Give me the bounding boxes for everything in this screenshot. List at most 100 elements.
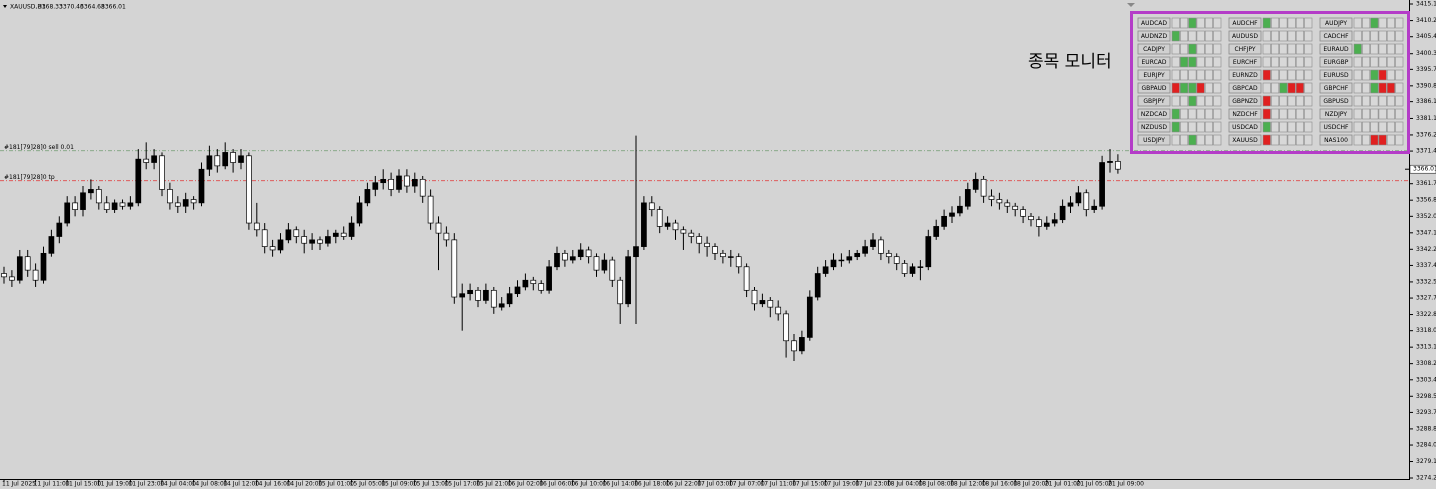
symbol-label[interactable]: USDCHF	[1324, 124, 1350, 131]
candle-body	[1028, 215, 1034, 221]
signal-cell	[1279, 121, 1288, 133]
symbol-label[interactable]: EURCHF	[1233, 59, 1258, 66]
y-tick-label: 3381.10	[1416, 115, 1436, 122]
symbol-button[interactable]	[1319, 56, 1353, 68]
symbol-button[interactable]	[1319, 69, 1353, 81]
symbol-button[interactable]	[1228, 134, 1262, 146]
candle-body	[735, 256, 742, 268]
symbol-label[interactable]: EURGBP	[1324, 59, 1349, 66]
symbol-label[interactable]: NZDCAD	[1141, 111, 1168, 118]
symbol-label[interactable]: NZDJPY	[1325, 111, 1347, 118]
x-tick-label: 15 Jul 17:00	[444, 481, 480, 488]
symbol-label[interactable]: GBPNZD	[1232, 98, 1258, 105]
symbol-label[interactable]: GBPCHF	[1324, 85, 1349, 92]
symbol-label[interactable]: EURCAD	[1142, 59, 1167, 66]
signal-cell	[1362, 56, 1371, 68]
symbol-button[interactable]	[1137, 17, 1171, 29]
symbol-button[interactable]	[1228, 82, 1262, 94]
signal-cell	[1188, 82, 1197, 94]
candle-body	[253, 222, 260, 231]
symbol-label[interactable]: GBPUSD	[1323, 98, 1349, 105]
symbol-label[interactable]: GBPCAD	[1232, 85, 1258, 92]
candle-body	[554, 252, 560, 268]
x-tick-label: 15 Jul 05:00	[350, 481, 386, 488]
symbol-label[interactable]: XAUUSD	[1232, 137, 1258, 144]
order-line-label: #181[79]28]0 sell 0.01	[4, 144, 74, 151]
signal-cell	[1287, 69, 1296, 81]
candle-body	[48, 236, 55, 254]
symbol-button[interactable]	[1319, 82, 1353, 94]
signal-cell	[1196, 121, 1205, 133]
symbol-label[interactable]: AUDNZD	[1141, 33, 1168, 40]
signal-cell	[1353, 108, 1362, 120]
symbol-button[interactable]	[1319, 134, 1353, 146]
signal-cell	[1304, 134, 1313, 146]
symbol-label[interactable]: CHFJPY	[1234, 46, 1255, 53]
menu-arrow	[3, 5, 7, 8]
symbol-label[interactable]: NZDUSD	[1141, 124, 1167, 131]
symbol-button[interactable]	[1228, 69, 1262, 81]
symbol-label[interactable]: AUDUSD	[1232, 33, 1258, 40]
symbol-button[interactable]	[1319, 17, 1353, 29]
symbol-label[interactable]: CADJPY	[1143, 46, 1165, 53]
candle-body	[680, 229, 687, 234]
signal-cell	[1262, 17, 1271, 29]
symbol-button[interactable]	[1319, 121, 1353, 133]
candle-body	[846, 256, 853, 261]
signal-cell	[1386, 69, 1395, 81]
signal-cell	[1188, 134, 1197, 146]
candle-body	[490, 289, 497, 308]
signal-cell	[1304, 69, 1313, 81]
symbol-button[interactable]	[1228, 56, 1262, 68]
symbol-label[interactable]: EURAUD	[1323, 46, 1349, 53]
header-close: 3366.01	[101, 4, 126, 11]
symbol-label[interactable]: AUDJPY	[1325, 20, 1347, 27]
symbol-label[interactable]: EURJPY	[1143, 72, 1165, 79]
symbol-button[interactable]	[1137, 134, 1171, 146]
symbol-button[interactable]	[1228, 30, 1262, 42]
monitor-title: 종목 모니터	[1028, 52, 1112, 72]
symbol-label[interactable]: GBPJPY	[1143, 98, 1165, 105]
symbol-button[interactable]	[1137, 108, 1171, 120]
symbol-button[interactable]	[1137, 82, 1171, 94]
signal-cell	[1362, 17, 1371, 29]
symbol-button[interactable]	[1228, 108, 1262, 120]
symbol-button[interactable]	[1319, 108, 1353, 120]
y-tick-label: 3342.20	[1416, 246, 1436, 253]
x-tick-label: 21 Jul 09:00	[1108, 481, 1144, 488]
signal-cell	[1196, 108, 1205, 120]
symbol-button[interactable]	[1228, 121, 1262, 133]
signal-cell	[1213, 121, 1222, 133]
symbol-button[interactable]	[1137, 43, 1171, 55]
symbol-label[interactable]: EURNZD	[1232, 72, 1258, 79]
symbol-button[interactable]	[1137, 56, 1171, 68]
y-tick-label: 3400.35	[1416, 50, 1436, 57]
signal-cell	[1213, 108, 1222, 120]
symbol-button[interactable]	[1137, 69, 1171, 81]
symbol-label[interactable]: AUDCHF	[1232, 20, 1258, 27]
symbol-label[interactable]: NZDCHF	[1232, 111, 1258, 118]
symbol-button[interactable]	[1228, 95, 1262, 107]
symbol-button[interactable]	[1137, 30, 1171, 42]
signal-cell	[1180, 30, 1189, 42]
symbol-button[interactable]	[1137, 121, 1171, 133]
candle-body	[988, 195, 995, 200]
symbol-label[interactable]: USDJPY	[1143, 137, 1165, 144]
symbol-button[interactable]	[1319, 30, 1353, 42]
candle-body	[277, 239, 284, 251]
shift-marker	[1127, 3, 1135, 7]
symbol-label[interactable]: EURUSD	[1323, 72, 1349, 79]
signal-cell	[1295, 69, 1304, 81]
symbol-button[interactable]	[1137, 95, 1171, 107]
signal-cell	[1213, 134, 1222, 146]
symbol-label[interactable]: USDCAD	[1232, 124, 1258, 131]
signal-cell	[1362, 108, 1371, 120]
symbol-button[interactable]	[1319, 43, 1353, 55]
symbol-label[interactable]: CADCHF	[1323, 33, 1349, 40]
symbol-button[interactable]	[1228, 43, 1262, 55]
symbol-label[interactable]: GBPAUD	[1141, 85, 1166, 92]
symbol-label[interactable]: NAS100	[1324, 137, 1348, 144]
symbol-label[interactable]: AUDCAD	[1141, 20, 1167, 27]
symbol-button[interactable]	[1319, 95, 1353, 107]
symbol-button[interactable]	[1228, 17, 1262, 29]
